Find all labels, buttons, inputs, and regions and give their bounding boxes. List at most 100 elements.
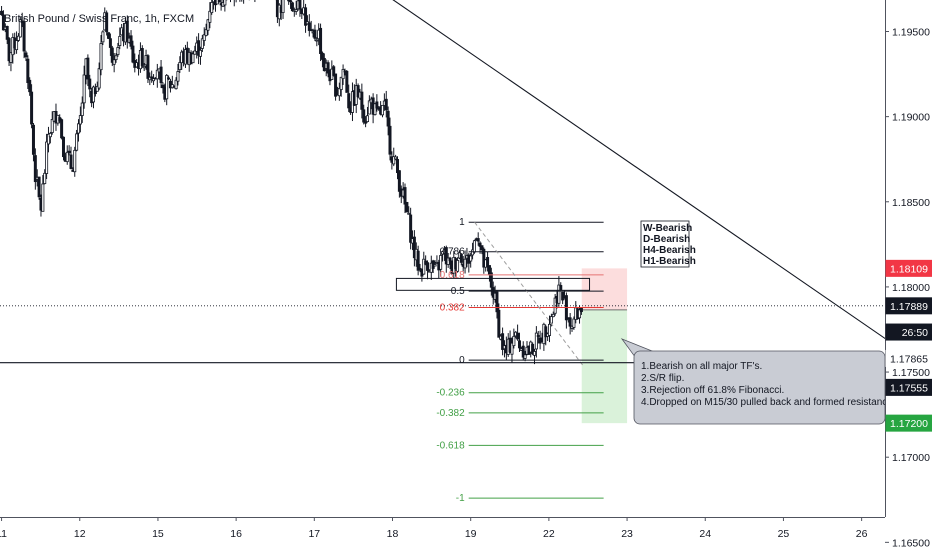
candle-body <box>73 149 77 173</box>
price-label-box <box>885 297 932 315</box>
candle-body <box>60 119 64 139</box>
candle-body <box>307 22 311 31</box>
candle-body <box>304 7 308 26</box>
fib-level-label: 0 <box>459 355 465 366</box>
price-label: 26:50 <box>902 327 928 339</box>
candle-body <box>22 21 26 52</box>
candles <box>0 0 583 365</box>
candle-body <box>210 2 214 14</box>
candle-body <box>572 318 576 328</box>
candle-body <box>155 69 159 80</box>
take-profit-zone <box>581 309 628 424</box>
candle-body <box>114 55 118 61</box>
bias-label: W-Bearish <box>643 223 692 234</box>
candle-body <box>142 65 146 69</box>
candle-body <box>80 102 84 116</box>
candle-body <box>578 309 582 319</box>
candle-body <box>482 248 486 268</box>
candle-body <box>223 0 227 6</box>
candle-body <box>294 9 298 12</box>
candle-body <box>517 340 521 349</box>
candle-body <box>360 91 364 110</box>
candle-body <box>7 38 11 62</box>
candle-body <box>315 39 319 42</box>
price-label: 1.17555 <box>890 382 928 394</box>
candle-body <box>557 284 561 304</box>
candle-body <box>446 257 450 265</box>
candle-body <box>367 100 371 115</box>
candle-body <box>497 309 501 338</box>
candle-body <box>439 255 443 270</box>
candle-body <box>61 136 65 158</box>
candle-body <box>131 45 135 63</box>
candle-body <box>161 84 165 89</box>
candle-body <box>193 50 197 55</box>
candle-body <box>170 84 174 89</box>
candle-body <box>495 291 499 313</box>
candle-body <box>152 78 156 82</box>
fib-level-label: 0.5 <box>451 286 465 297</box>
time-tick-label: 19 <box>465 528 477 540</box>
candle-body <box>65 151 69 163</box>
candle-body <box>108 38 112 48</box>
candle-body <box>125 20 129 42</box>
bias-label: H4-Bearish <box>643 245 696 256</box>
candle-body <box>472 240 476 253</box>
candle-body <box>86 57 90 80</box>
candle-body <box>334 73 338 97</box>
note-line: 2.S/R flip. <box>641 373 684 384</box>
candle-body <box>416 250 420 271</box>
candle-body <box>9 52 13 63</box>
candle-body <box>105 12 109 33</box>
candle-body <box>43 172 47 184</box>
candle-body <box>394 156 398 160</box>
candle-body <box>75 133 79 151</box>
candle-body <box>365 115 369 123</box>
candle-body <box>536 335 540 337</box>
candle-body <box>215 0 219 5</box>
candle-body <box>422 258 426 275</box>
time-tick-label: 26 <box>856 528 868 540</box>
price-label-box <box>885 414 932 432</box>
candle-body <box>386 110 390 127</box>
chart-title: British Pound / Swiss Franc, 1h, FXCM <box>4 13 194 25</box>
price-label: 1.17200 <box>890 418 928 430</box>
candle-body <box>48 132 52 138</box>
candle-body <box>548 323 552 336</box>
candle-body <box>46 133 50 145</box>
fib-level-label: 1 <box>459 217 465 228</box>
candle-body <box>523 354 527 359</box>
candle-body <box>112 59 116 65</box>
candle-body <box>313 29 317 39</box>
candle-body <box>167 77 171 80</box>
descending-trendline[interactable] <box>385 0 921 364</box>
sr-flip-box[interactable] <box>395 277 591 291</box>
candle-body <box>501 333 505 350</box>
fibonacci-retracement[interactable]: 1 0.786 0.618 0.5 0.382 0 -0.236 -0.382 -0.618 -1 <box>395 217 604 504</box>
candle-body <box>88 78 92 90</box>
candle-body <box>579 307 583 313</box>
time-axis-panel <box>0 517 932 550</box>
price-label-box <box>885 378 932 396</box>
candle-body <box>33 155 37 183</box>
candle-body <box>448 257 452 262</box>
candle-body <box>380 104 384 116</box>
price-label: 1.17865 <box>890 353 928 365</box>
candle-body <box>433 264 437 267</box>
bias-label: H1-Bearish <box>643 256 696 267</box>
candle-body <box>559 285 563 291</box>
candle-body <box>407 212 411 215</box>
price-label-box <box>885 259 932 277</box>
bias-box <box>640 220 690 268</box>
bias-label: D-Bearish <box>643 234 690 245</box>
candle-body <box>476 238 480 242</box>
fib-level-label: 0.618 <box>440 270 465 281</box>
candle-body <box>67 150 71 154</box>
candle-body <box>456 260 460 272</box>
fib-level-label: -1 <box>456 493 465 504</box>
fib-level-label: 0.786 <box>440 247 465 258</box>
